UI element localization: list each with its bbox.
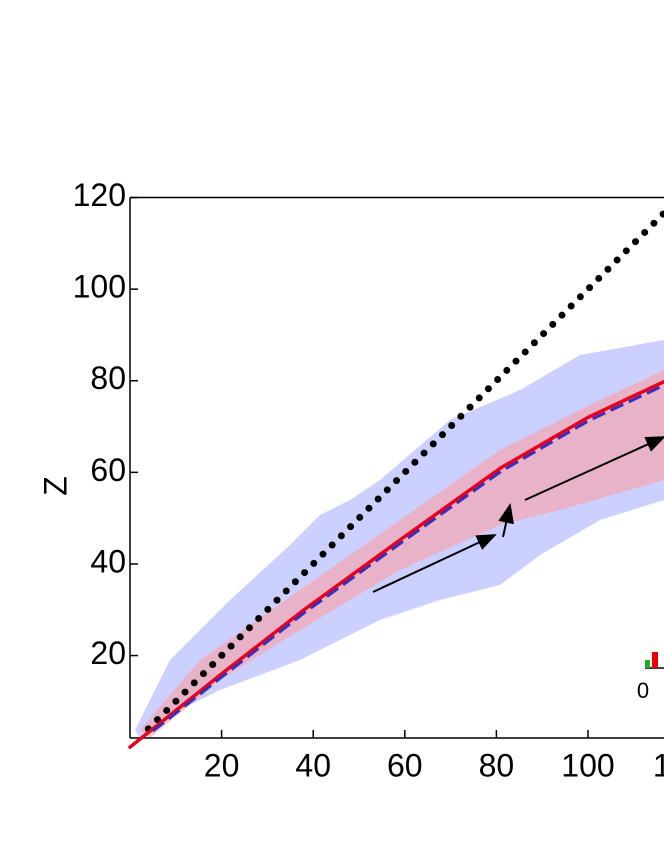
y-axis-label: Z bbox=[37, 476, 73, 496]
x-tick-label: 40 bbox=[295, 747, 331, 783]
x-tick-label: 20 bbox=[204, 747, 240, 783]
series-line bbox=[128, 379, 664, 749]
y-tick-label: 40 bbox=[90, 543, 126, 579]
y-tick-label: 20 bbox=[90, 635, 126, 671]
x-tick-label: 100 bbox=[561, 747, 614, 783]
red-cloud bbox=[140, 370, 664, 738]
series-line bbox=[151, 383, 664, 733]
series-line bbox=[144, 208, 664, 733]
arrow bbox=[498, 503, 514, 538]
inset-tick-label: 0 bbox=[637, 678, 649, 703]
y-tick-label: 80 bbox=[90, 360, 126, 396]
x-tick-label: 120 bbox=[653, 747, 664, 783]
y-tick-label: 100 bbox=[73, 269, 126, 305]
arrow bbox=[372, 534, 497, 593]
x-tick-label: 80 bbox=[479, 747, 515, 783]
y-tick-label: 120 bbox=[73, 177, 126, 213]
y-tick-label: 60 bbox=[90, 452, 126, 488]
arrow bbox=[524, 436, 664, 501]
x-tick-label: 60 bbox=[387, 747, 423, 783]
inset: 0 bbox=[637, 652, 664, 703]
